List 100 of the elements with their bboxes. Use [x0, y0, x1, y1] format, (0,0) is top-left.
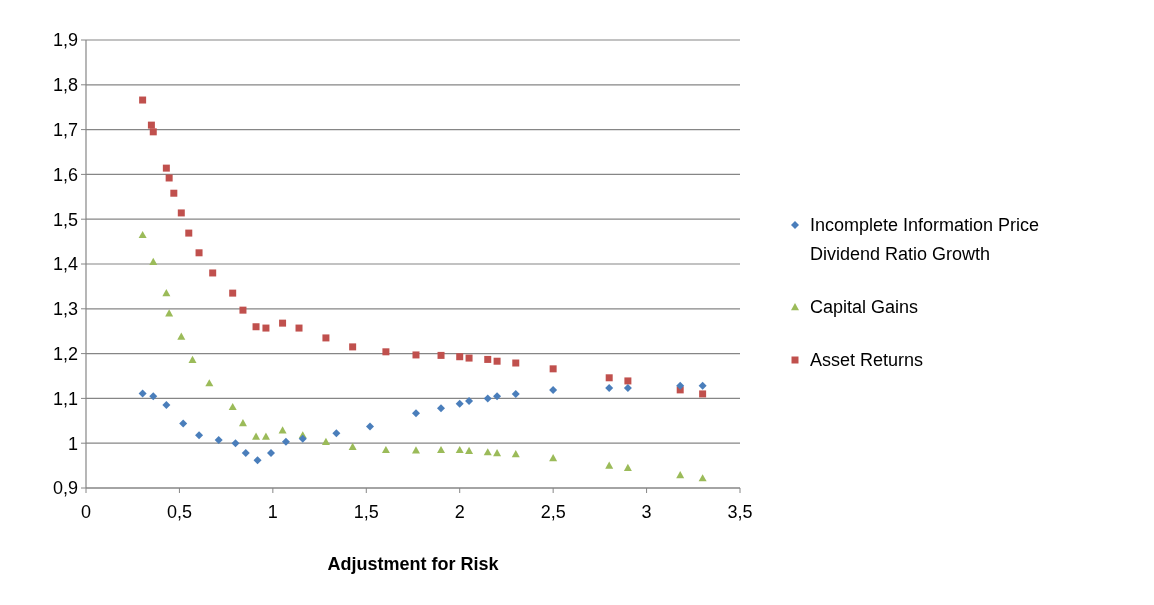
point: [511, 449, 520, 458]
y-tick-label: 1,7: [52, 119, 78, 140]
point: [162, 289, 171, 297]
point: [465, 446, 474, 455]
point: [605, 384, 614, 393]
point: [162, 401, 171, 410]
y-tick-label: 1,9: [52, 30, 78, 51]
x-tick-label: 1,5: [353, 502, 379, 522]
point: [624, 377, 632, 385]
point: [605, 374, 613, 382]
point: [411, 409, 420, 418]
point: [295, 324, 303, 332]
point: [623, 463, 632, 472]
y-tick-label: 1,1: [52, 388, 78, 409]
point: [437, 351, 445, 359]
point: [549, 365, 557, 373]
point: [185, 229, 193, 237]
point: [214, 436, 223, 445]
point: [412, 351, 420, 359]
point: [484, 355, 492, 363]
point: [138, 230, 147, 239]
point: [147, 121, 155, 129]
legend-label: Capital Gains: [810, 297, 919, 317]
point: [177, 209, 185, 217]
point: [699, 390, 707, 398]
point: [348, 442, 357, 450]
point: [228, 402, 237, 411]
point: [209, 269, 217, 277]
point: [253, 456, 262, 465]
point: [349, 343, 357, 351]
point: [261, 432, 270, 440]
point: [455, 399, 464, 408]
point: [170, 189, 178, 197]
point: [465, 354, 473, 362]
y-tick-label: 1: [67, 433, 78, 454]
x-tick-label: 0: [80, 502, 92, 522]
x-tick-label: 1: [267, 502, 278, 522]
point: [252, 432, 261, 440]
point: [549, 453, 558, 462]
y-tick-label: 1,2: [52, 343, 78, 364]
point: [483, 448, 492, 456]
point: [411, 446, 420, 454]
point: [138, 389, 147, 398]
point: [493, 449, 502, 457]
point: [465, 397, 474, 406]
x-tick-label: 3: [641, 502, 652, 522]
y-tick-label: 1,4: [52, 254, 78, 275]
x-tick-label: 0,5: [166, 502, 192, 522]
point: [549, 385, 558, 394]
point: [298, 434, 307, 443]
point: [382, 348, 390, 356]
x-tick-label: 2: [454, 502, 465, 522]
point: [165, 174, 173, 182]
point: [676, 381, 685, 390]
point: [239, 306, 247, 314]
point: [266, 449, 275, 458]
x-tick-label: 3,5: [727, 502, 753, 522]
point: [231, 439, 240, 448]
point: [321, 437, 330, 446]
point: [366, 422, 375, 431]
point: [455, 445, 464, 454]
point: [179, 419, 188, 428]
point: [512, 359, 520, 367]
point: [205, 379, 214, 387]
point: [605, 461, 614, 469]
point: [698, 474, 707, 482]
point: [511, 389, 520, 398]
point: [493, 392, 502, 401]
y-tick-label: 1,3: [52, 299, 78, 320]
point: [149, 128, 157, 136]
point: [332, 429, 341, 438]
point: [229, 289, 237, 297]
point: [262, 324, 270, 332]
point: [698, 381, 707, 390]
y-tick-label: 1,5: [52, 209, 78, 230]
point: [456, 353, 464, 361]
point: [195, 249, 203, 257]
point: [437, 445, 446, 454]
point: [322, 334, 330, 342]
y-tick-label: 1,8: [52, 75, 78, 96]
point: [188, 355, 197, 364]
point: [162, 164, 170, 172]
point: [241, 449, 250, 458]
point: [252, 323, 260, 331]
point: [139, 96, 147, 104]
x-tick-label: 2,5: [540, 502, 566, 522]
point: [149, 257, 158, 265]
point: [279, 319, 287, 327]
point: [149, 392, 158, 401]
point: [238, 419, 247, 427]
point: [483, 394, 492, 403]
point: [623, 384, 632, 393]
x-axis-title: Adjustment for Risk: [327, 554, 500, 574]
y-tick-label: 1,6: [52, 164, 78, 185]
point: [195, 431, 204, 440]
point: [177, 332, 186, 340]
y-tick-label: 0,9: [52, 478, 78, 499]
point: [437, 404, 446, 413]
point: [381, 445, 390, 454]
point: [281, 437, 290, 446]
